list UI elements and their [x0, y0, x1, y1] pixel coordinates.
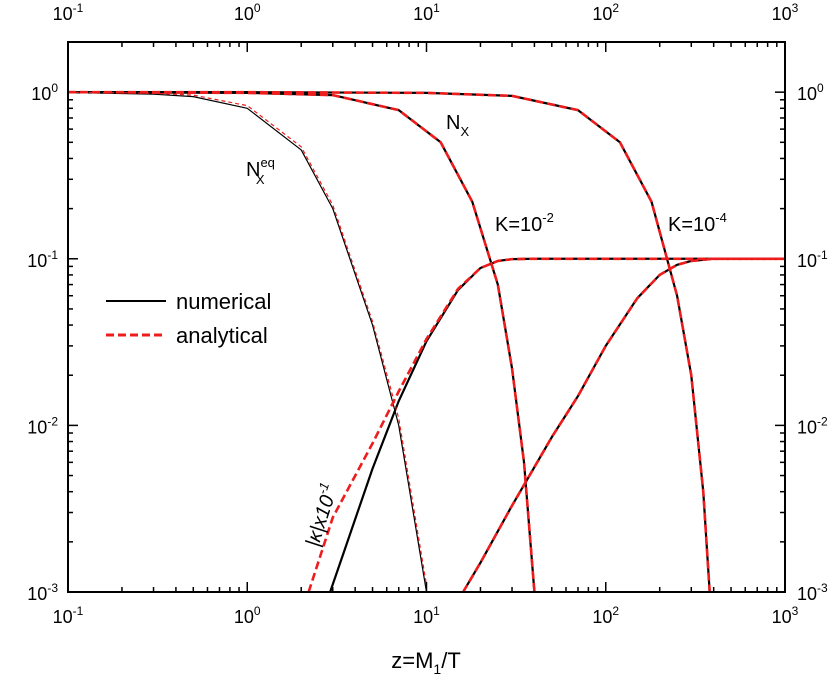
annotation-neq: Neq X — [246, 155, 275, 187]
annotation-kappa: |κ|x10-1 — [298, 480, 343, 549]
y-tick-label-right-3-base: 10 — [797, 84, 817, 104]
annotation-k2: K=10-2 — [495, 210, 554, 236]
x-tick-label-top-0-exp: -1 — [73, 1, 84, 15]
y-tick-label-left-3: 100 — [31, 81, 58, 104]
annotation-kappa-text: |κ|x10 — [302, 493, 339, 550]
annotation-neq-base: N — [246, 159, 260, 181]
series-line-n-x-k-10-2-numerical — [67, 91, 536, 593]
series-line-n-x-k-10-4-numerical — [68, 91, 711, 593]
annotation-neq-sup: eq — [260, 155, 274, 170]
annotation-k4-sup: -4 — [715, 210, 727, 225]
annotation-neq-sub: X — [256, 172, 265, 187]
x-tick-label-bottom-0-exp: -1 — [73, 604, 84, 618]
x-tick-label-top-3-base: 10 — [592, 4, 612, 24]
y-tick-label-left-2-exp: -1 — [47, 248, 58, 262]
x-tick-label-top-1: 100 — [234, 1, 261, 24]
x-tick-label-bottom-1-base: 10 — [234, 607, 254, 627]
x-tick-label-top-2-base: 10 — [413, 4, 433, 24]
annotation-kappa-sup: -1 — [314, 480, 332, 496]
x-tick-label-top-3: 102 — [592, 1, 619, 24]
x-tick-label-bottom-1: 100 — [234, 604, 261, 627]
series-line-n-x-k-10-2-analytical — [67, 90, 536, 593]
plot-frame — [67, 41, 786, 593]
annotation-nx-base: N — [446, 112, 460, 134]
x-tick-label-bottom-4-base: 10 — [772, 607, 792, 627]
annotation-k2-sup: -2 — [542, 210, 554, 225]
y-tick-label-right-2-base: 10 — [797, 251, 817, 271]
y-tick-label-right-1: 10-2 — [797, 414, 828, 437]
x-tick-label-top-0-base: 10 — [53, 4, 73, 24]
x-axis-label-part2: /T — [441, 648, 461, 673]
y-tick-label-left-2-base: 10 — [27, 251, 47, 271]
y-tick-label-left-1: 10-2 — [27, 414, 58, 437]
y-tick-label-left-0: 10-3 — [27, 581, 58, 604]
y-tick-label-right-2: 10-1 — [797, 248, 828, 271]
legend: numerical analytical — [106, 289, 271, 348]
y-tick-label-right-3-exp: 0 — [817, 81, 824, 95]
x-tick-label-top-4-exp: 3 — [792, 1, 799, 15]
curves-layer — [67, 90, 785, 593]
y-tick-label-right-0-base: 10 — [797, 584, 817, 604]
series-line-n-x-eq-numerical — [67, 91, 428, 593]
annotation-k4-base: K=10 — [668, 214, 715, 236]
y-tick-label-right-1-exp: -2 — [817, 414, 828, 428]
y-tick-label-left-0-exp: -3 — [47, 581, 58, 595]
x-axis-label-part1: z=M — [391, 648, 433, 673]
x-tick-label-top-1-exp: 0 — [254, 1, 261, 15]
x-tick-label-top-0: 10-1 — [53, 1, 84, 24]
x-tick-label-top-2: 101 — [413, 1, 440, 24]
x-axis-label: z=M1/T — [391, 648, 461, 677]
x-tick-label-bottom-2: 101 — [413, 604, 440, 627]
x-tick-label-bottom-2-base: 10 — [413, 607, 433, 627]
x-tick-label-top-1-base: 10 — [234, 4, 254, 24]
series-line-n-x-k-10-4-analytical — [68, 90, 711, 593]
x-tick-label-bottom-3: 102 — [592, 604, 619, 627]
series-line-k-10-4-numerical — [462, 257, 785, 593]
x-tick-label-bottom-2-exp: 1 — [433, 604, 440, 618]
y-tick-label-left-3-exp: 0 — [51, 81, 58, 95]
legend-label-analytical: analytical — [176, 323, 268, 348]
x-tick-label-bottom-0: 10-1 — [53, 604, 84, 627]
x-tick-label-bottom-3-exp: 2 — [612, 604, 619, 618]
annotation-k2-base: K=10 — [495, 214, 542, 236]
series-line-k-10-2-analytical — [307, 257, 785, 593]
x-tick-label-bottom-1-exp: 0 — [254, 604, 261, 618]
x-axis-label-sub: 1 — [433, 661, 441, 677]
x-tick-label-bottom-3-base: 10 — [592, 607, 612, 627]
y-tick-label-right-3: 100 — [797, 81, 824, 104]
y-tick-label-right-0: 10-3 — [797, 581, 828, 604]
y-tick-label-left-2: 10-1 — [27, 248, 58, 271]
ticks-layer — [67, 41, 786, 593]
y-tick-label-left-3-base: 10 — [31, 84, 51, 104]
y-tick-label-left-1-base: 10 — [27, 417, 47, 437]
series-line-n-x-eq-analytical — [67, 91, 428, 586]
x-tick-label-top-2-exp: 1 — [433, 1, 440, 15]
y-tick-label-right-2-exp: -1 — [817, 248, 828, 262]
annotation-nx-sub: X — [460, 124, 469, 139]
x-tick-label-top-3-exp: 2 — [612, 1, 619, 15]
legend-label-numerical: numerical — [176, 289, 271, 314]
y-tick-label-left-1-exp: -2 — [47, 414, 58, 428]
x-tick-label-bottom-0-base: 10 — [53, 607, 73, 627]
annotation-k4: K=10-4 — [668, 210, 727, 236]
series-line-k-10-4-analytical — [461, 257, 785, 593]
y-tick-label-right-0-exp: -3 — [817, 581, 828, 595]
x-tick-label-bottom-4: 103 — [772, 604, 799, 627]
y-tick-label-right-1-base: 10 — [797, 417, 817, 437]
x-tick-label-top-4-base: 10 — [772, 4, 792, 24]
x-tick-label-bottom-4-exp: 3 — [792, 604, 799, 618]
x-tick-label-top-4: 103 — [772, 1, 799, 24]
y-tick-label-left-0-base: 10 — [27, 584, 47, 604]
annotation-nx: NX — [446, 112, 469, 139]
